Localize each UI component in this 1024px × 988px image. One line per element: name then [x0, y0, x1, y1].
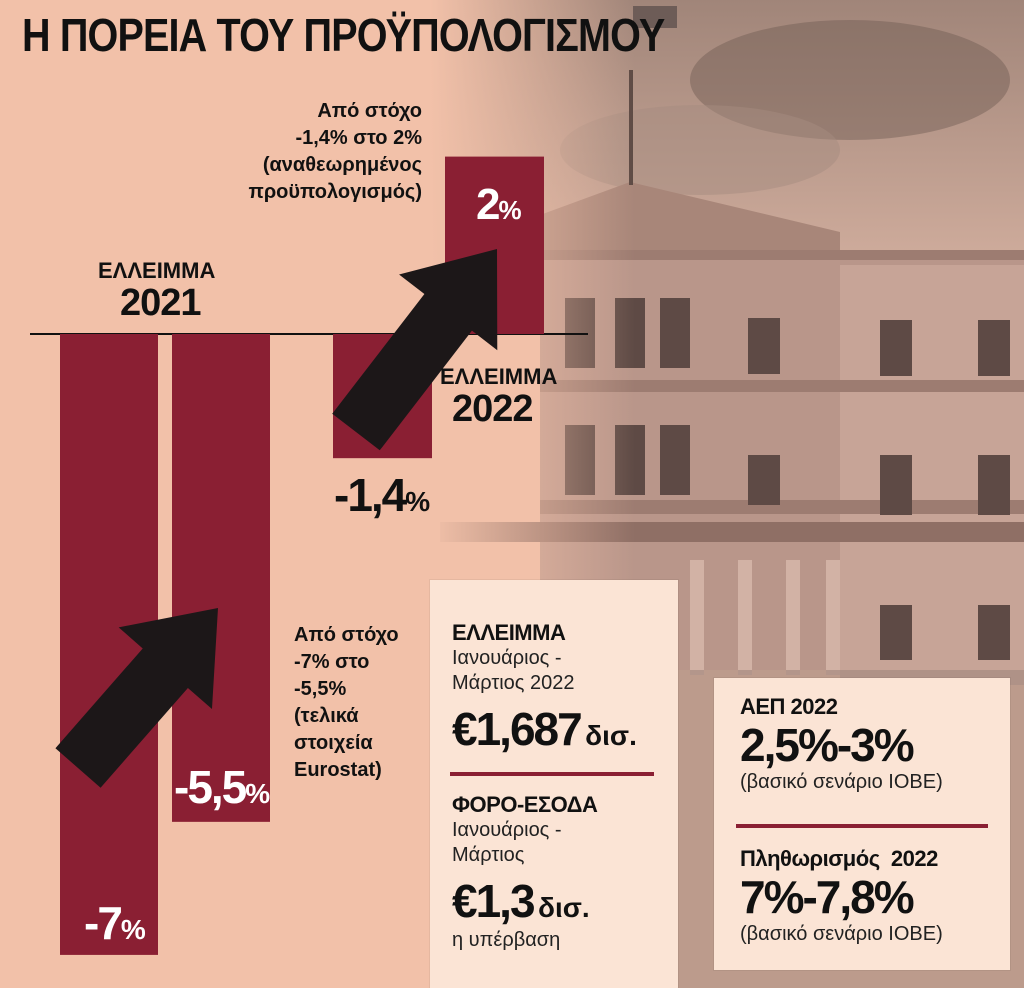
tax-note: η υπέρβαση [452, 929, 561, 951]
tax-amount: €1,3 δισ. [452, 875, 590, 927]
gdp-note: (βασικό σενάριο ΙΟΒΕ) [740, 771, 943, 793]
divider-rule [736, 824, 988, 828]
bar-2022-target-value-label: -1,4% [334, 469, 430, 521]
improvement-arrow-2022 [332, 249, 498, 451]
page-title: Η ΠΟΡΕΙΑ ΤΟΥ ΠΡΟΫΠΟΛΟΓΙΣΜΟΥ [22, 9, 665, 61]
gdp-title: ΑΕΠ 2022 [740, 694, 838, 719]
deficit-amount: €1,687 δισ. [452, 703, 637, 755]
gdp-inflation-info-box: ΑΕΠ 2022 2,5%-3% (βασικό σενάριο ΙΟΒΕ) Π… [714, 678, 1010, 970]
note-2021-eurostat: Από στόχο -7% στο -5,5% (τελικά στοιχεία… [294, 624, 399, 781]
bar-2021-eurostat-value-label: -5,5% [174, 761, 270, 813]
divider-rule [450, 772, 654, 776]
note-2022-target: Από στόχο -1,4% στο 2% (αναθεωρημένος πρ… [248, 100, 423, 203]
inflation-title: Πληθωρισμός 2022 [740, 846, 938, 871]
deficit-tax-info-box: ΕΛΛΕΙΜΜΑ Ιανουάριος - Μάρτιος 2022 €1,68… [430, 580, 678, 988]
gdp-value: 2,5%-3% [740, 719, 915, 771]
deficit-period: Ιανουάριος - Μάρτιος 2022 [452, 647, 575, 694]
group-2022-label: ΕΛΛΕΙΜΜΑ [440, 364, 558, 389]
bar-2021-official-value-label: -7% [84, 897, 146, 949]
group-2021-label: ΕΛΛΕΙΜΜΑ [98, 258, 216, 283]
group-2022-year: 2022 [452, 388, 534, 430]
group-2021-year: 2021 [120, 282, 202, 324]
bar-2022-revised-value-label: 2% [476, 180, 522, 229]
bar-2021-eurostat [172, 334, 270, 822]
improvement-arrow-2021 [55, 608, 218, 788]
deficit-title: ΕΛΛΕΙΜΜΑ [452, 620, 566, 645]
inflation-note: (βασικό σενάριο ΙΟΒΕ) [740, 923, 943, 945]
tax-period: Ιανουάριος - Μάρτιος [452, 819, 562, 866]
inflation-value: 7%-7,8% [740, 871, 915, 923]
tax-title: ΦΟΡΟ-ΕΣΟΔΑ [452, 792, 598, 817]
